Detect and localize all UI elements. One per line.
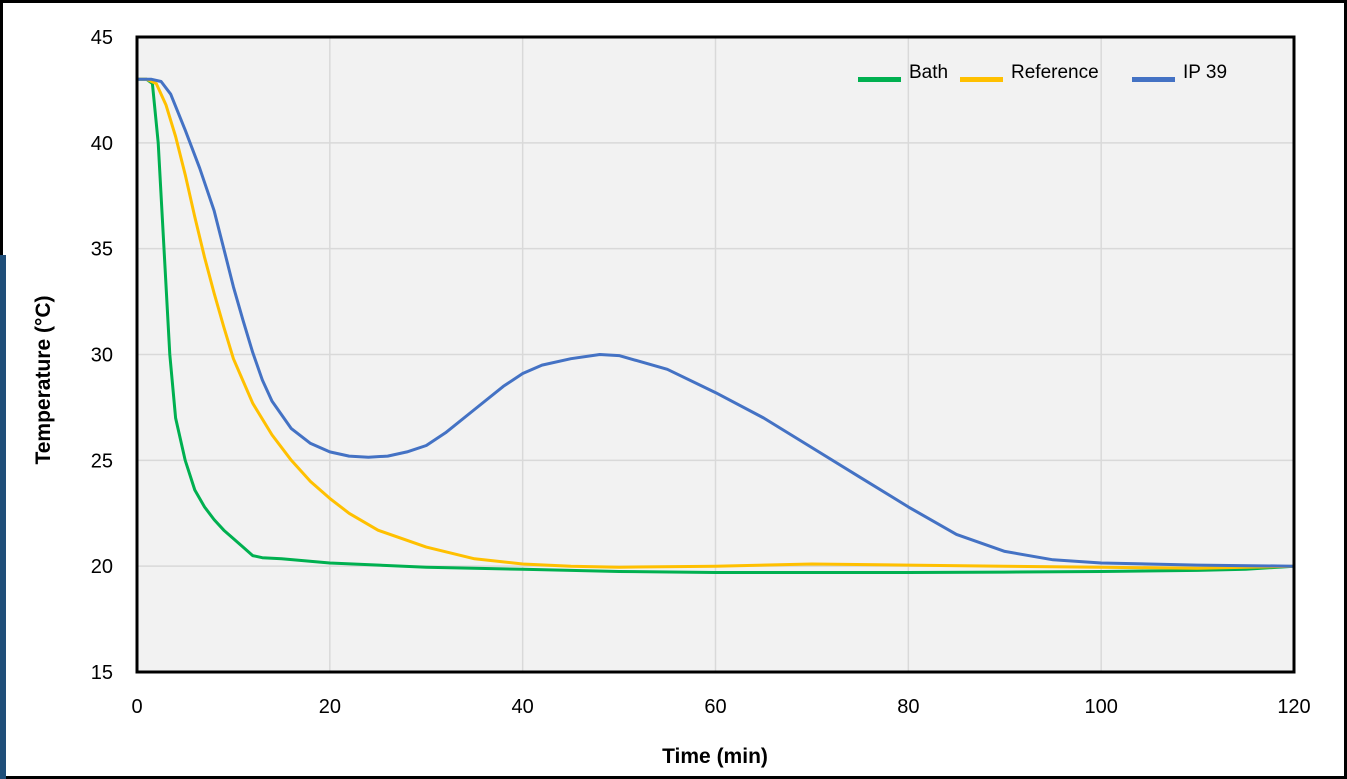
legend-label-ip-39: IP 39 <box>1183 62 1227 83</box>
x-tick-label: 120 <box>1277 696 1310 718</box>
plot-area-border <box>135 35 1296 674</box>
legend-swatch-reference <box>960 77 1003 82</box>
y-tick-labels: 15 20 25 30 35 40 45 <box>91 27 113 684</box>
x-axis-label: Time (min) <box>662 745 768 768</box>
y-tick-label: 40 <box>91 133 113 155</box>
series-line-bath <box>135 77 1296 574</box>
x-tick-labels: 0 20 40 60 80 100 120 <box>131 696 1310 718</box>
series-line-reference <box>135 77 1296 570</box>
series-lines <box>135 77 1296 574</box>
left-edge-accent <box>0 255 6 779</box>
y-tick-label: 45 <box>91 27 113 49</box>
x-tick-label: 80 <box>897 696 919 718</box>
y-tick-label: 20 <box>91 556 113 578</box>
x-tick-label: 60 <box>704 696 726 718</box>
legend-swatch-bath <box>858 77 901 82</box>
x-tick-label: 0 <box>131 696 142 718</box>
series-line-ip-39 <box>135 77 1296 568</box>
y-tick-label: 25 <box>91 450 113 472</box>
x-tick-label: 40 <box>512 696 534 718</box>
legend-label-reference: Reference <box>1011 62 1099 83</box>
x-tick-label: 20 <box>319 696 341 718</box>
y-axis-label: Temperature (°C) <box>32 295 55 464</box>
legend: Bath Reference IP 39 <box>858 62 1227 83</box>
x-tick-label: 100 <box>1084 696 1117 718</box>
y-tick-label: 15 <box>91 662 113 684</box>
y-tick-label: 35 <box>91 239 113 261</box>
y-tick-label: 30 <box>91 345 113 367</box>
legend-swatch-ip-39 <box>1132 77 1175 82</box>
legend-label-bath: Bath <box>909 62 948 83</box>
